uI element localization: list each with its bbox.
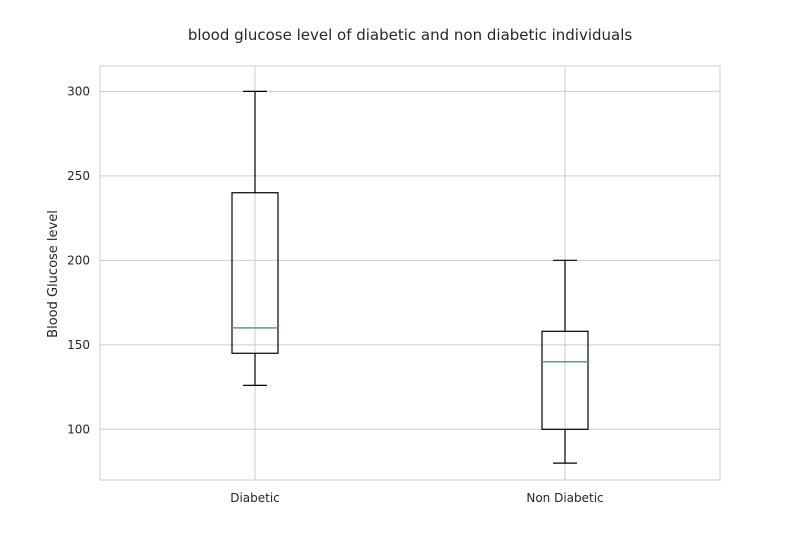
box-diabetic bbox=[231, 90, 279, 386]
tick-labels: 100 150 200 250 300 Diabetic Non Diabetic bbox=[67, 84, 604, 505]
y-tick-label: 200 bbox=[67, 253, 90, 267]
x-tick-label: Non Diabetic bbox=[526, 491, 603, 505]
boxes bbox=[231, 90, 589, 464]
iqr-box bbox=[541, 330, 589, 430]
plot-frame bbox=[99, 65, 721, 481]
iqr-box bbox=[231, 192, 279, 354]
chart-title: blood glucose level of diabetic and non … bbox=[188, 26, 633, 44]
grid bbox=[100, 66, 720, 480]
box-non-diabetic bbox=[541, 259, 589, 464]
x-tick-label: Diabetic bbox=[230, 491, 280, 505]
y-tick-label: 100 bbox=[67, 422, 90, 436]
y-axis-label: Blood Glucose level bbox=[46, 210, 61, 338]
y-tick-label: 300 bbox=[67, 84, 90, 98]
y-tick-label: 250 bbox=[67, 169, 90, 183]
y-tick-label: 150 bbox=[67, 338, 90, 352]
